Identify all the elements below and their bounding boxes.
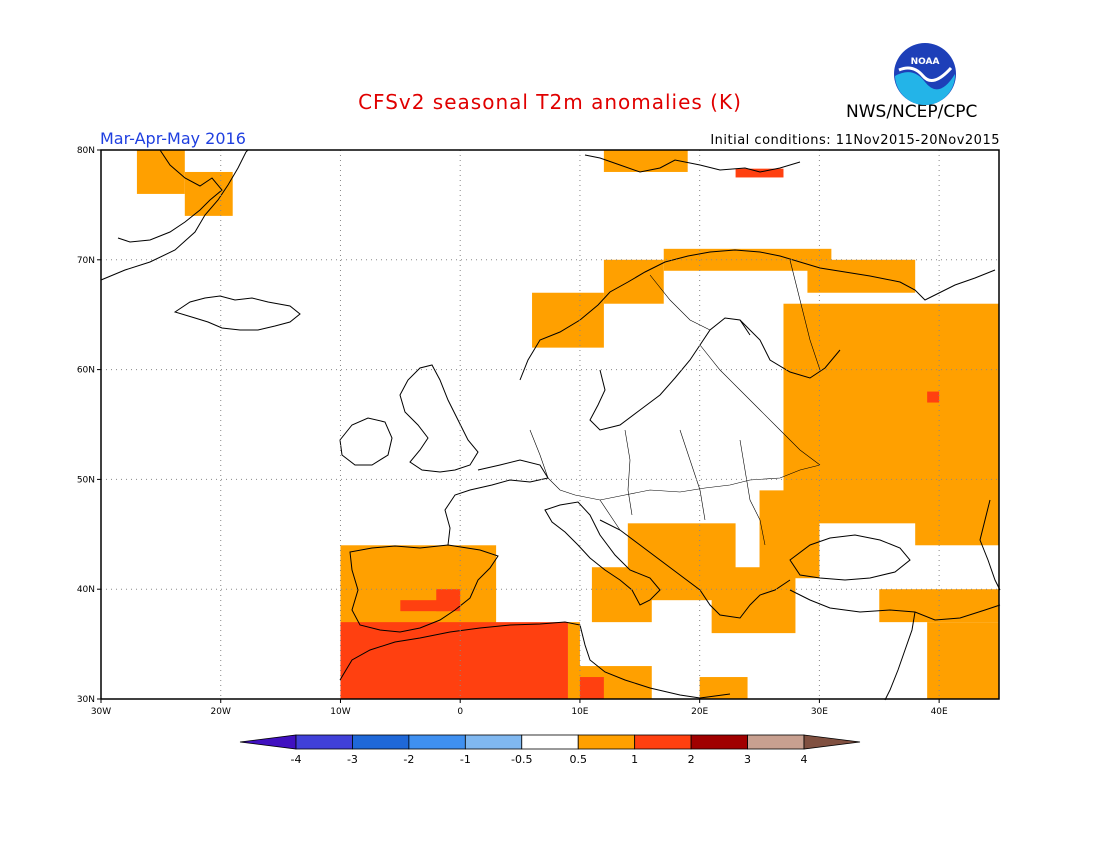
greenland-fjords: [117, 149, 223, 243]
anomaly-cell-9: [915, 479, 999, 546]
iberia-coast: [349, 544, 499, 633]
anomaly-cell-15: [567, 622, 580, 689]
colorbar-label: 3: [744, 753, 751, 766]
colorbar-bin: [577, 734, 636, 750]
colorbar-label: -4: [291, 753, 302, 766]
colorbar-bin: [634, 734, 692, 750]
colorbar-bin: [352, 734, 410, 750]
colorbar-label: 4: [801, 753, 808, 766]
colorbar: -4 -3 -2 -1 -0.5 0.5 1 2 3 4: [239, 734, 861, 766]
axis-ticks: 30W 20W 10W 0 10E 20E 30E 40E 30N 40N 50N 60N 70N 80N: [77, 146, 948, 717]
lat-tick-label: 30N: [77, 695, 95, 705]
lat-tick-label: 80N: [77, 146, 95, 156]
colorbar-bin: [521, 734, 579, 750]
anomaly-cell-12: [711, 567, 796, 634]
lon-tick-label: 10E: [571, 707, 588, 717]
svalbard-coast: [584, 154, 801, 173]
country-borders: [529, 259, 821, 546]
anomaly-regions: [136, 150, 999, 699]
colorbar-label: -0.5: [511, 753, 532, 766]
anomaly-cell-1: [184, 171, 233, 216]
initial-conditions: Initial conditions: 11Nov2015-20Nov2015: [710, 133, 1000, 148]
anomaly-cell-17: [699, 677, 748, 699]
sweden-baltic-coast: [589, 317, 751, 431]
colorbar-bin: [464, 734, 523, 750]
anomaly-cell-6: [663, 248, 832, 271]
lat-tick-label: 70N: [77, 256, 95, 266]
finland-coast: [739, 319, 841, 379]
balkan-coast: [599, 519, 791, 619]
colorbar-label: 1: [631, 753, 638, 766]
colorbar-label: -1: [460, 753, 471, 766]
agency-label: NWS/NCEP/CPC: [846, 102, 978, 122]
anomaly-cell-3: [735, 168, 784, 178]
colorbar-bin: [747, 734, 805, 750]
colorbar-bin: [408, 734, 466, 750]
colorbar-bin-low: [239, 734, 297, 750]
ireland-coast: [339, 417, 393, 466]
anomaly-cell-24: [927, 391, 940, 403]
anomaly-cell-13: [340, 545, 497, 634]
colorbar-bin: [690, 734, 748, 750]
lon-tick-label: 0: [457, 707, 463, 717]
anomaly-cell-19: [927, 622, 999, 699]
lat-tick-label: 50N: [77, 475, 95, 485]
anomaly-cell-20: [340, 622, 568, 699]
anomaly-cell-22: [436, 589, 461, 612]
anomaly-cell-7: [807, 259, 916, 293]
anomaly-cell-10: [759, 490, 820, 579]
anomaly-cell-2: [603, 150, 688, 172]
great-britain-coast: [399, 364, 479, 473]
map-title: CFSv2 seasonal T2m anomalies (K): [358, 90, 742, 114]
colorbar-label: -3: [347, 753, 358, 766]
map-frame: [100, 149, 1000, 700]
turkey-coast: [789, 589, 1001, 621]
scandinavia-coast: [519, 249, 996, 381]
colorbar-bin: [295, 734, 353, 750]
colorbar-bin-high: [803, 734, 861, 750]
colorbar-label: -2: [403, 753, 414, 766]
lon-tick-label: 20E: [691, 707, 708, 717]
iceland-coast: [173, 295, 301, 331]
lon-tick-label: 30E: [811, 707, 828, 717]
forecast-period: Mar-Apr-May 2016: [100, 129, 246, 148]
france-coast: [444, 459, 549, 546]
lon-tick-label: 30W: [91, 707, 111, 717]
lat-tick-label: 40N: [77, 585, 95, 595]
levant-coast: [884, 611, 916, 701]
anomaly-cell-21: [400, 600, 449, 612]
lon-tick-label: 40E: [931, 707, 948, 717]
lat-tick-label: 60N: [77, 366, 95, 376]
noaa-logo-icon: NOAA: [894, 43, 956, 106]
anomaly-cell-23: [579, 677, 604, 699]
colorbar-label: 2: [688, 753, 695, 766]
colorbar-label: 0.5: [569, 753, 587, 766]
coastlines: [100, 149, 1001, 701]
anomaly-cell-14: [591, 567, 652, 623]
anomaly-cell-0: [136, 150, 185, 194]
greenland-coast: [100, 149, 249, 281]
noaa-logo-text: NOAA: [911, 57, 940, 67]
north-africa-coast: [339, 621, 731, 699]
caspian-coast: [979, 499, 1001, 591]
anomaly-cell-5: [603, 259, 664, 304]
lon-tick-label: 10W: [330, 707, 350, 717]
black-sea-coast: [789, 534, 911, 581]
lon-tick-label: 20W: [211, 707, 231, 717]
italy-coast: [544, 501, 661, 606]
